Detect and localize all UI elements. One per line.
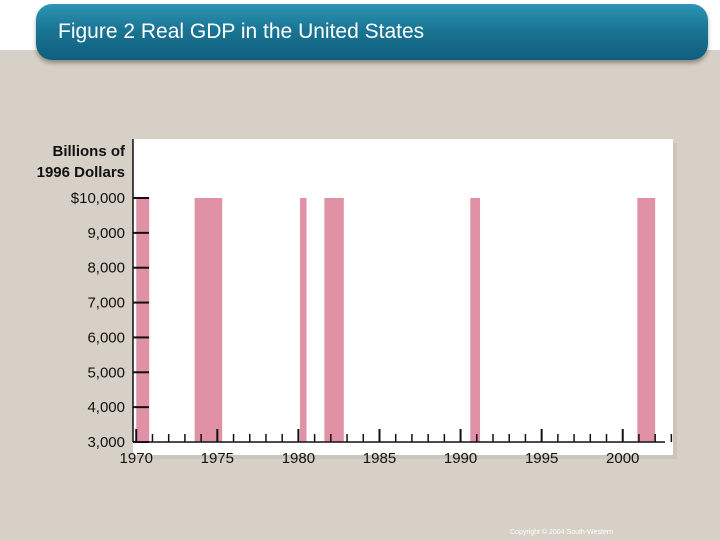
title-bar: Figure 2 Real GDP in the United States <box>36 4 708 60</box>
recession-band-6 <box>637 198 656 442</box>
y-tick-label: 9,000 <box>87 225 125 242</box>
recession-band-1 <box>136 198 150 442</box>
y-axis-label-line1: Billions of <box>53 143 127 160</box>
x-ticks: 1970 1975 1980 1985 1990 1995 2000 <box>120 429 673 467</box>
recession-band-3 <box>300 198 307 442</box>
x-tick-label: 1980 <box>282 450 315 467</box>
y-axis-label-line2: 1996 Dollars <box>37 164 125 181</box>
page-title: Figure 2 Real GDP in the United States <box>58 20 425 43</box>
y-tick-label: 7,000 <box>87 295 125 312</box>
y-tick-label: 8,000 <box>87 260 125 277</box>
y-tick-label: 5,000 <box>87 364 125 381</box>
x-tick-label: 1995 <box>525 450 558 467</box>
plot-area <box>133 139 673 455</box>
recession-bands <box>136 198 656 442</box>
y-tick-label: 6,000 <box>87 329 125 346</box>
recession-band-5 <box>470 198 481 442</box>
y-tick-label: 3,000 <box>87 434 125 451</box>
y-ticks: $10,000 9,000 8,000 7,000 6,000 5,000 4,000 3,0… <box>71 190 149 451</box>
x-tick-label: 1990 <box>444 450 477 467</box>
recession-band-4 <box>324 198 344 442</box>
x-tick-label: 1985 <box>363 450 396 467</box>
x-tick-label: 2000 <box>606 450 639 467</box>
y-tick-label: 4,000 <box>87 399 125 416</box>
recession-band-2 <box>194 198 223 442</box>
x-tick-label: 1975 <box>201 450 234 467</box>
x-tick-label: 1970 <box>120 450 153 467</box>
copyright-notice: Copyright © 2004 South-Western <box>510 529 614 536</box>
y-tick-label: $10,000 <box>71 190 125 207</box>
